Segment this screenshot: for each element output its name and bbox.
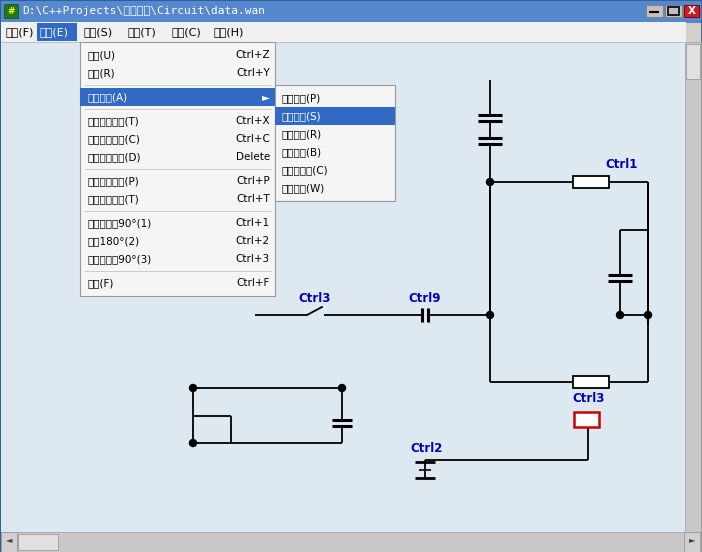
Text: ►: ►	[689, 535, 695, 544]
Text: 逆时针旋转90°(3): 逆时针旋转90°(3)	[87, 254, 151, 264]
Text: 重复(R): 重复(R)	[87, 68, 114, 78]
Text: 添加电阻(R): 添加电阻(R)	[282, 129, 322, 139]
Bar	[1, 532, 701, 552]
Text: 文件(F): 文件(F)	[6, 27, 34, 37]
Bar	[1, 42, 686, 532]
Bar	[668, 7, 679, 15]
Text: Ctrl+P: Ctrl+P	[237, 176, 270, 186]
Text: Ctrl+F: Ctrl+F	[237, 278, 270, 288]
Bar	[574, 412, 599, 427]
Text: X: X	[687, 6, 696, 16]
Text: 添加灯泡(B): 添加灯泡(B)	[282, 147, 322, 157]
Text: Ctrl2: Ctrl2	[410, 442, 442, 454]
Text: 帮助(H): 帮助(H)	[214, 27, 244, 37]
Text: Ctrl+Y: Ctrl+Y	[237, 68, 270, 78]
Text: Ctrl+Z: Ctrl+Z	[235, 50, 270, 60]
Bar	[573, 376, 609, 388]
Text: Ctrl1: Ctrl1	[605, 158, 637, 172]
Text: 测试(T): 测试(T)	[128, 27, 157, 37]
Text: 旋转180°(2): 旋转180°(2)	[87, 236, 139, 246]
Circle shape	[644, 311, 651, 319]
Bar	[1, 22, 686, 42]
Circle shape	[486, 178, 494, 185]
Text: ◄: ◄	[6, 535, 12, 544]
Text: 撤销(U): 撤销(U)	[87, 50, 115, 60]
Bar	[684, 5, 699, 17]
Text: 计算(C): 计算(C)	[172, 27, 201, 37]
Text: Ctrl+1: Ctrl+1	[236, 218, 270, 228]
Bar	[18, 534, 58, 550]
Text: #: #	[7, 7, 15, 15]
Text: 剪切选定物体(T): 剪切选定物体(T)	[87, 116, 139, 126]
Circle shape	[616, 311, 623, 319]
Bar	[573, 176, 609, 188]
Circle shape	[190, 385, 197, 391]
Text: ►: ►	[262, 92, 270, 102]
Bar	[1, 1, 701, 23]
Text: 复制选定物体(C): 复制选定物体(C)	[87, 134, 140, 144]
Text: 添加结点(P): 添加结点(P)	[282, 93, 322, 103]
Bar	[80, 42, 275, 296]
Bar	[275, 107, 395, 125]
Text: Ctrl+2: Ctrl+2	[236, 236, 270, 246]
Text: Ctrl3: Ctrl3	[298, 291, 331, 305]
Text: 选定物体属性(P): 选定物体属性(P)	[87, 176, 139, 186]
Text: 设置(S): 设置(S)	[84, 27, 113, 37]
Text: Ctrl+T: Ctrl+T	[237, 194, 270, 204]
Text: Ctrl+X: Ctrl+X	[235, 116, 270, 126]
Text: 添加电源(S): 添加电源(S)	[282, 111, 322, 121]
Bar	[37, 23, 77, 41]
Text: 查找(F): 查找(F)	[87, 278, 114, 288]
Bar	[685, 42, 701, 532]
Text: Ctrl9: Ctrl9	[408, 291, 440, 305]
Bar	[684, 532, 700, 552]
Circle shape	[338, 385, 345, 391]
Bar	[1, 532, 17, 552]
Circle shape	[190, 439, 197, 447]
Text: 添加物体(A): 添加物体(A)	[87, 92, 127, 102]
Text: 添加电容器(C): 添加电容器(C)	[282, 165, 329, 175]
Bar	[665, 5, 682, 17]
Text: 顺时针旋转90°(1): 顺时针旋转90°(1)	[87, 218, 151, 228]
Bar	[686, 44, 700, 79]
Text: 删除选定物体(D): 删除选定物体(D)	[87, 152, 140, 162]
Bar	[275, 85, 395, 201]
Text: Delete: Delete	[236, 152, 270, 162]
Text: Ctrl+C: Ctrl+C	[235, 134, 270, 144]
Text: 编辑(E): 编辑(E)	[40, 27, 69, 37]
Text: 电学元件类型(T): 电学元件类型(T)	[87, 194, 139, 204]
Bar	[4, 4, 18, 18]
Text: 添加开关(W): 添加开关(W)	[282, 183, 325, 193]
Text: Ctrl+3: Ctrl+3	[236, 254, 270, 264]
Bar	[646, 5, 663, 17]
Bar	[80, 88, 275, 106]
Text: D:\C++Projects\稳恒电路\Circuit\data.wan: D:\C++Projects\稳恒电路\Circuit\data.wan	[22, 6, 265, 16]
Text: Ctrl3: Ctrl3	[572, 391, 604, 405]
Circle shape	[486, 311, 494, 319]
